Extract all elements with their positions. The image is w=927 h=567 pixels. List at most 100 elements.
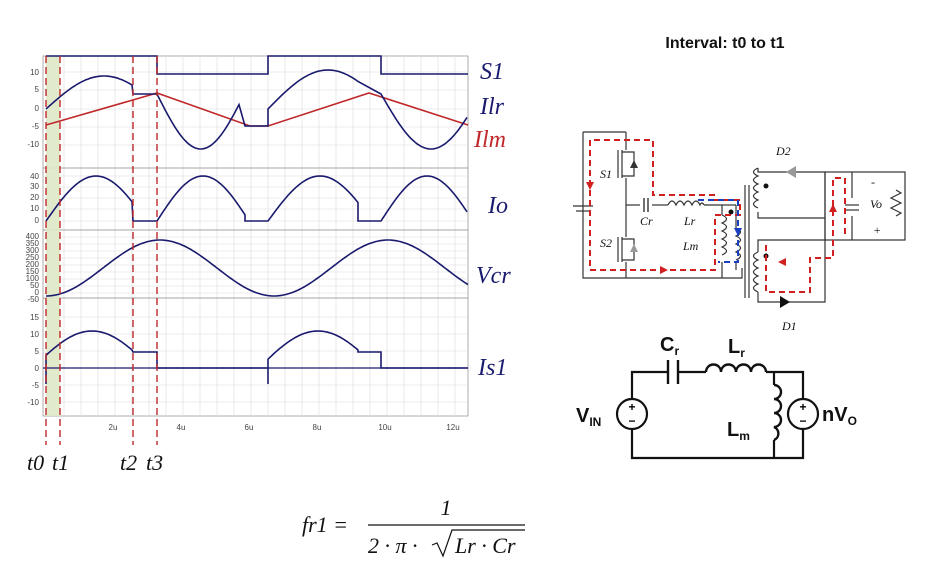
y-tick: 30 <box>30 182 39 191</box>
label-vcr: Vcr <box>476 263 511 289</box>
primary-winding <box>734 227 742 261</box>
y-tick: 0 <box>35 364 40 373</box>
y-tick: 10 <box>30 330 39 339</box>
y-ticks-vcr: 400 350 300 250 200 150 100 50 0 -50 <box>26 232 40 304</box>
t0-label: t0 <box>27 450 44 475</box>
waveform-vcr <box>46 239 469 297</box>
output-capacitor <box>845 204 859 211</box>
polarity-dot <box>728 209 734 215</box>
diode-s2 <box>630 244 638 252</box>
formula-denominator: 2 · π · <box>368 533 418 558</box>
nvo-plus: + <box>799 400 806 414</box>
secondary-winding-bottom <box>752 251 760 293</box>
waveform-io <box>45 175 468 222</box>
label-is1: Is1 <box>477 355 507 381</box>
y-tick: -10 <box>27 398 39 407</box>
t3-label: t3 <box>146 450 163 475</box>
x-ticks: 2u 4u 6u 8u 10u 12u <box>109 423 460 432</box>
label-ilr: Ilr <box>479 94 505 120</box>
equivalent-wiring <box>630 370 805 460</box>
label-s2: S2 <box>600 236 612 250</box>
lm-inductor-eq <box>773 383 783 442</box>
label-lr: Lr <box>683 214 696 228</box>
secondary-winding-top <box>752 167 760 209</box>
x-tick: 2u <box>109 423 118 432</box>
nvo-source-icon <box>786 397 820 431</box>
cr-capacitor-eq <box>666 360 680 384</box>
y-tick: 15 <box>30 313 39 322</box>
primary-current-path <box>589 139 741 271</box>
y-tick: 350 <box>26 239 40 248</box>
x-tick: 4u <box>177 423 186 432</box>
t2-label: t2 <box>120 450 137 475</box>
label-cr-eq: Cr <box>660 334 679 358</box>
diode-d1 <box>780 296 790 308</box>
equivalent-circuit: + − + − Cr Lr Lm VIN nVO <box>576 334 857 460</box>
y-tick: 0 <box>35 104 40 113</box>
lm-inductor <box>720 214 728 256</box>
waveform-is1 <box>45 330 468 384</box>
llc-circuit: Interval: t0 to t1 <box>573 35 906 333</box>
y-tick: -10 <box>27 140 39 149</box>
formula-numerator: 1 <box>441 495 452 520</box>
secondary-wiring <box>757 168 906 303</box>
diode-d2 <box>786 166 796 178</box>
y-tick: 300 <box>26 246 40 255</box>
label-minus: - <box>871 175 875 189</box>
waveform-ilr <box>45 69 468 150</box>
formula-lhs: fr1 = <box>302 512 348 537</box>
y-ticks-current: 10 5 0 -5 -10 <box>27 68 39 149</box>
arrow-icon <box>829 204 837 212</box>
sqrt-sign-icon <box>431 529 525 558</box>
y-tick: 100 <box>26 274 40 283</box>
y-tick: 20 <box>30 193 39 202</box>
nvo-minus: − <box>799 414 806 428</box>
x-tick: 10u <box>378 423 391 432</box>
magnetizing-current-path <box>698 199 739 263</box>
x-tick: 8u <box>313 423 322 432</box>
label-plus: + <box>873 223 881 237</box>
label-io: Io <box>487 193 508 219</box>
label-lm: Lm <box>682 239 699 253</box>
label-s1: S1 <box>480 59 504 85</box>
vin-plus: + <box>628 400 635 414</box>
lr-inductor-eq <box>704 363 768 373</box>
formula-radicand: Lr · Cr <box>454 533 516 558</box>
label-cr: Cr <box>640 214 653 228</box>
label-d2: D2 <box>775 144 791 158</box>
label-lm-eq: Lm <box>727 419 750 443</box>
arrow-icon <box>586 182 594 190</box>
y-tick: -50 <box>27 295 39 304</box>
polarity-dot <box>763 183 769 189</box>
y-tick: 50 <box>30 281 39 290</box>
resonant-frequency-formula: fr1 = 1 2 · π · Lr · Cr <box>302 495 525 558</box>
y-tick: 40 <box>30 172 39 181</box>
secondary-current-path <box>765 177 846 293</box>
y-ticks-is1: 15 10 5 0 -5 -10 <box>27 313 39 407</box>
cr-capacitor <box>643 198 649 212</box>
arrow-icon <box>778 258 786 266</box>
label-vin: VIN <box>576 405 601 429</box>
diode-s1 <box>630 160 638 168</box>
y-tick: 0 <box>35 288 40 297</box>
y-tick: 10 <box>30 204 39 213</box>
x-tick: 12u <box>446 423 459 432</box>
y-tick: 250 <box>26 253 40 262</box>
y-tick: -5 <box>32 381 40 390</box>
y-tick: 0 <box>35 216 40 225</box>
plot-area <box>42 55 469 417</box>
t1-label: t1 <box>52 450 69 475</box>
vin-source-icon <box>615 397 649 431</box>
y-tick: 5 <box>35 85 40 94</box>
primary-wiring <box>582 131 743 279</box>
interval-highlight <box>46 56 60 416</box>
arrow-icon <box>734 228 742 236</box>
label-lr-eq: Lr <box>728 336 745 360</box>
x-tick: 6u <box>245 423 254 432</box>
y-tick: 150 <box>26 267 40 276</box>
interval-title: Interval: t0 to t1 <box>665 35 784 52</box>
y-ticks-io: 40 30 20 10 0 <box>30 172 39 225</box>
y-tick: 10 <box>30 68 39 77</box>
time-marker-lines <box>45 56 158 445</box>
